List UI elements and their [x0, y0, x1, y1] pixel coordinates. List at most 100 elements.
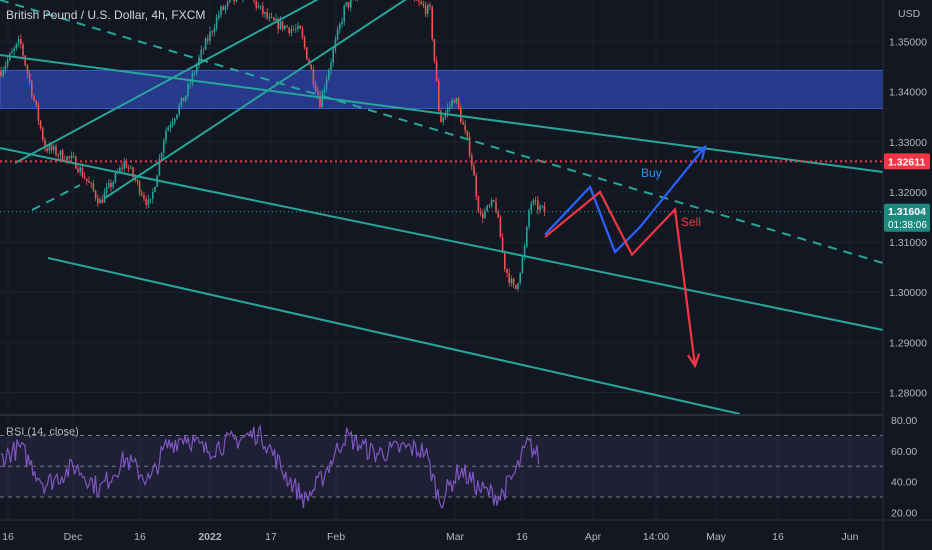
candle-body: [207, 38, 209, 41]
scenario-arrows[interactable]: [544, 144, 707, 369]
time-axis[interactable]: 16 Dec 16 2022 17 Feb Mar 16 Apr 14:00 May 16 Jun: [2, 531, 858, 543]
currency-label: USD: [898, 8, 921, 20]
candle-body: [299, 25, 301, 29]
buy-scenario-arrowhead: [692, 144, 707, 160]
candle-body: [343, 6, 345, 22]
candle-body: [451, 100, 453, 106]
rsi-band-lines: [0, 434, 883, 498]
candle-body: [22, 44, 24, 56]
time-tick-label: 16: [134, 531, 146, 543]
candle-body: [20, 39, 22, 45]
candle-body: [180, 97, 183, 106]
candle-body: [209, 31, 211, 41]
candle-body: [121, 167, 123, 169]
candle-body: [145, 199, 147, 205]
candle-body: [97, 197, 99, 204]
candle-body: [477, 196, 480, 212]
candle-body: [253, 0, 255, 2]
rising-channel-line-b[interactable]: [104, 0, 420, 199]
time-tick-label: 16: [2, 531, 14, 543]
candle-body: [499, 217, 502, 238]
rising-channel-line-a[interactable]: [14, 0, 335, 164]
candle-body: [178, 105, 180, 115]
candle-body: [486, 205, 488, 211]
candle-body: [28, 73, 31, 82]
candle-body: [512, 278, 515, 285]
resistance-zone[interactable]: [0, 69, 884, 110]
candle-body: [339, 23, 341, 30]
candle-body: [281, 20, 284, 30]
candle-body: [306, 47, 308, 60]
candle-body: [442, 117, 444, 123]
candle-body: [290, 29, 293, 33]
candle-body: [444, 112, 447, 118]
candle-body: [462, 122, 464, 125]
sell-scenario-path[interactable]: [544, 190, 697, 367]
candle-body: [171, 122, 174, 126]
candle-body: [88, 180, 90, 183]
candle-body: [220, 6, 222, 15]
channel-upper-line[interactable]: [0, 54, 884, 173]
candle-body: [158, 158, 161, 176]
candle-body: [127, 167, 130, 169]
candle-body: [229, 0, 231, 2]
candle-body: [541, 205, 543, 207]
candle-body: [119, 167, 121, 173]
rsi-title: RSI (14, close): [6, 426, 79, 438]
candle-body: [466, 130, 469, 138]
candle-body: [110, 182, 112, 188]
candle-body: [334, 39, 337, 50]
candle-body: [266, 12, 268, 19]
candle-body: [268, 16, 271, 19]
candle-body: [319, 95, 321, 108]
sell-label: Sell: [681, 215, 701, 229]
price-axis[interactable]: [883, 0, 932, 520]
price-tick-label: 1.33000: [889, 137, 927, 149]
channel-lower-line[interactable]: [47, 257, 741, 415]
candle-body: [521, 257, 524, 273]
candle-body: [264, 12, 266, 14]
candle-body: [42, 128, 44, 140]
candle-body: [132, 167, 134, 177]
candle-body: [143, 195, 145, 200]
candle-body: [288, 27, 290, 33]
candle-body: [534, 200, 537, 202]
candle-body: [233, 0, 235, 2]
price-tick-label: 1.29000: [889, 337, 927, 349]
candle-body: [105, 187, 108, 193]
candle-body: [490, 200, 493, 206]
candle-body: [295, 28, 297, 30]
buy-scenario-path[interactable]: [544, 146, 706, 255]
sell-scenario-arrowhead: [686, 353, 701, 369]
candle-body: [310, 64, 312, 70]
candle-body: [292, 29, 295, 30]
candle-body: [517, 283, 519, 289]
candle-body: [332, 49, 334, 63]
candle-body: [176, 114, 178, 119]
candle-body: [473, 166, 475, 176]
candle-body: [493, 200, 495, 202]
candle-body: [44, 139, 46, 149]
candle-body: [147, 199, 150, 205]
candle-body: [484, 210, 486, 219]
candle-body: [57, 155, 59, 156]
rsi-tick-label: 80.00: [891, 415, 917, 427]
candle-body: [301, 28, 304, 38]
candle-body: [482, 213, 484, 219]
candle-body: [163, 140, 165, 153]
candle-body: [213, 28, 216, 33]
candle-body: [99, 199, 101, 204]
candle-body: [92, 183, 95, 191]
rsi-tick-label: 40.00: [891, 477, 917, 489]
candle-body: [191, 73, 194, 84]
time-tick-label: Jun: [842, 531, 859, 543]
channel-middle-line[interactable]: [0, 147, 884, 331]
candle-body: [123, 161, 125, 169]
candle-body: [255, 1, 257, 8]
candle-body: [154, 187, 156, 192]
candle-body: [528, 210, 530, 227]
candle-body: [196, 65, 198, 73]
candle-body: [416, 0, 418, 1]
channel-lines[interactable]: [0, 0, 884, 415]
